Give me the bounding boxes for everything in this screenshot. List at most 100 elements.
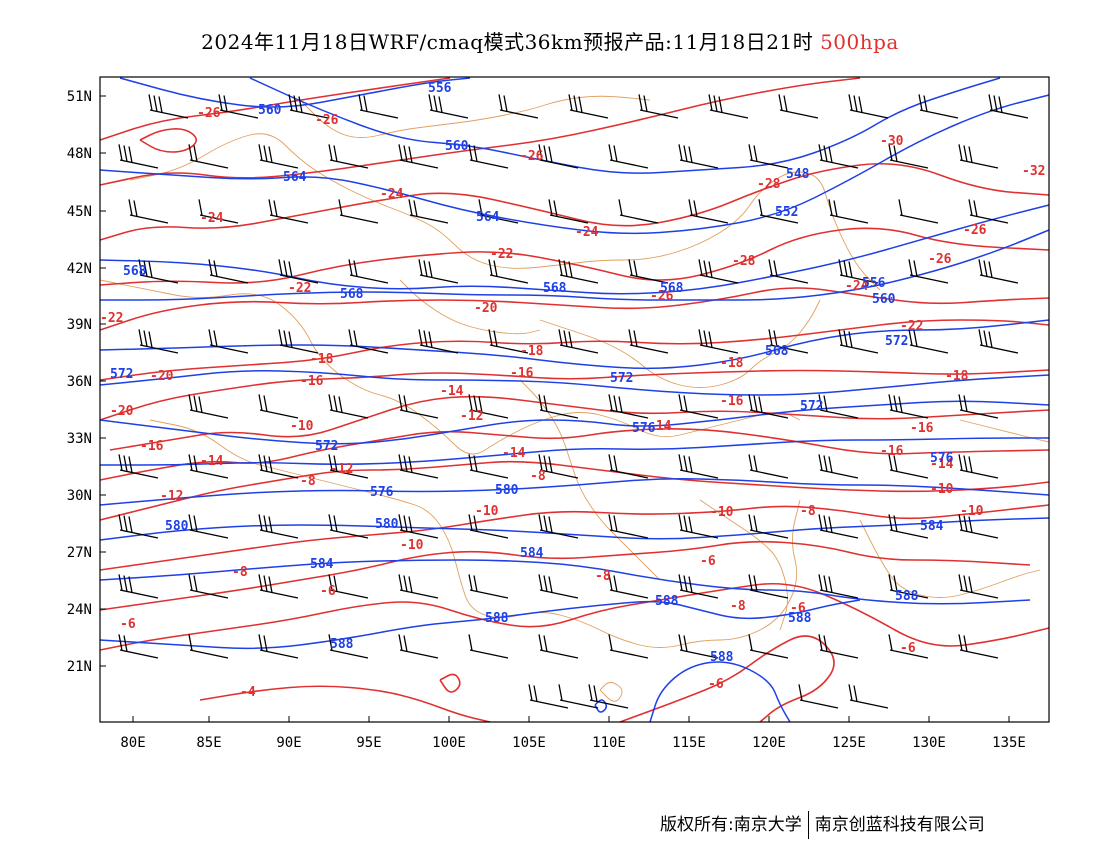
wind-barb	[778, 94, 819, 119]
wind-barb	[188, 454, 229, 479]
wind-barb	[498, 94, 539, 119]
temperature-isotherm	[99, 319, 1050, 381]
wind-barb	[768, 329, 809, 354]
wind-barbs	[118, 94, 1029, 709]
wind-barb	[288, 94, 329, 119]
wind-barb	[278, 329, 319, 354]
wind-barb	[838, 259, 879, 284]
wind-barb	[848, 684, 889, 709]
height-label: 560	[872, 292, 896, 307]
boundary-line	[599, 682, 623, 702]
lon-tick-label: 105E	[512, 735, 546, 751]
temperature-label: -20	[110, 404, 134, 419]
wind-barb	[888, 454, 929, 479]
wind-barb	[208, 259, 249, 284]
wind-barb	[888, 634, 929, 659]
height-isohypse	[99, 517, 1050, 541]
wind-barb	[758, 199, 799, 224]
temperature-label: -8	[232, 565, 248, 580]
lat-tick-label: 36N	[67, 374, 92, 390]
wind-barb	[958, 394, 999, 419]
temperature-label: -10	[710, 505, 734, 520]
wind-barb	[258, 574, 299, 599]
wind-barb	[608, 144, 649, 169]
geopotential-height-contours	[99, 77, 1050, 723]
wind-barb	[818, 454, 859, 479]
wind-barb	[188, 514, 229, 539]
lon-tick-label: 125E	[832, 735, 866, 751]
wind-barb	[908, 329, 949, 354]
wind-barb	[538, 454, 579, 479]
height-isohypse	[99, 478, 1050, 506]
wind-barb	[118, 574, 159, 599]
temperature-label: -16	[300, 374, 324, 389]
wind-barb	[958, 514, 999, 539]
temperature-label: -26	[963, 223, 987, 238]
temperature-label: -26	[928, 252, 952, 267]
height-label: 572	[110, 367, 133, 382]
wind-barb	[628, 329, 669, 354]
wind-barb	[188, 634, 229, 659]
wind-barb	[628, 259, 669, 284]
wind-barb	[708, 94, 749, 119]
wind-barb	[968, 199, 1009, 224]
wind-barb	[398, 574, 439, 599]
wind-barb	[528, 684, 569, 709]
wind-barb	[888, 574, 929, 599]
wind-barb	[428, 94, 469, 119]
lon-tick-label: 130E	[912, 735, 946, 751]
temperature-label: -8	[730, 599, 746, 614]
wind-barb	[198, 199, 239, 224]
temperature-isotherm	[99, 540, 1031, 611]
wind-barb	[218, 94, 259, 119]
temperature-label: -22	[900, 319, 923, 334]
wind-barb	[818, 144, 859, 169]
wind-barb	[768, 259, 809, 284]
wind-barb	[678, 574, 719, 599]
wind-barb	[588, 684, 629, 709]
boundary-line	[399, 279, 541, 335]
wind-barb	[958, 144, 999, 169]
lat-tick-label: 48N	[67, 146, 92, 162]
wind-barb	[698, 259, 739, 284]
wind-barb	[418, 259, 459, 284]
height-isohypse	[99, 599, 861, 650]
height-label: 576	[632, 421, 656, 436]
wind-barb	[958, 574, 999, 599]
wind-barb	[958, 634, 999, 659]
wind-barb	[258, 634, 299, 659]
wind-barb	[258, 454, 299, 479]
wind-barb	[468, 394, 509, 419]
height-label: 572	[610, 371, 633, 386]
wind-barb	[538, 574, 579, 599]
wind-barb	[748, 514, 789, 539]
wind-barb	[678, 514, 719, 539]
height-label: 572	[885, 334, 908, 349]
credit-separator	[807, 811, 809, 839]
temperature-label: -22	[100, 311, 123, 326]
wind-barb	[558, 259, 599, 284]
temperature-label: -6	[708, 677, 724, 692]
wind-barb	[328, 394, 369, 419]
lat-tick-label: 45N	[67, 204, 92, 220]
wind-barb	[748, 144, 789, 169]
wind-barb	[548, 199, 589, 224]
temperature-label: -12	[330, 462, 353, 477]
temperature-isotherm	[99, 460, 1050, 521]
lat-tick-label: 24N	[67, 602, 92, 618]
temperature-isotherm	[99, 77, 861, 186]
wind-barb	[328, 574, 369, 599]
wind-barb	[328, 144, 369, 169]
wind-barb	[698, 329, 739, 354]
height-label: 580	[495, 483, 519, 498]
wind-barb	[258, 144, 299, 169]
wind-barb	[848, 94, 889, 119]
temperature-isotherm	[99, 504, 1050, 571]
wind-barb	[488, 329, 529, 354]
wind-barb	[748, 634, 789, 659]
temperature-label: -24	[200, 211, 224, 226]
height-isohypse	[649, 661, 791, 723]
temperature-label: -20	[474, 301, 498, 316]
temperature-label: -8	[530, 469, 546, 484]
lon-tick-label: 100E	[432, 735, 466, 751]
